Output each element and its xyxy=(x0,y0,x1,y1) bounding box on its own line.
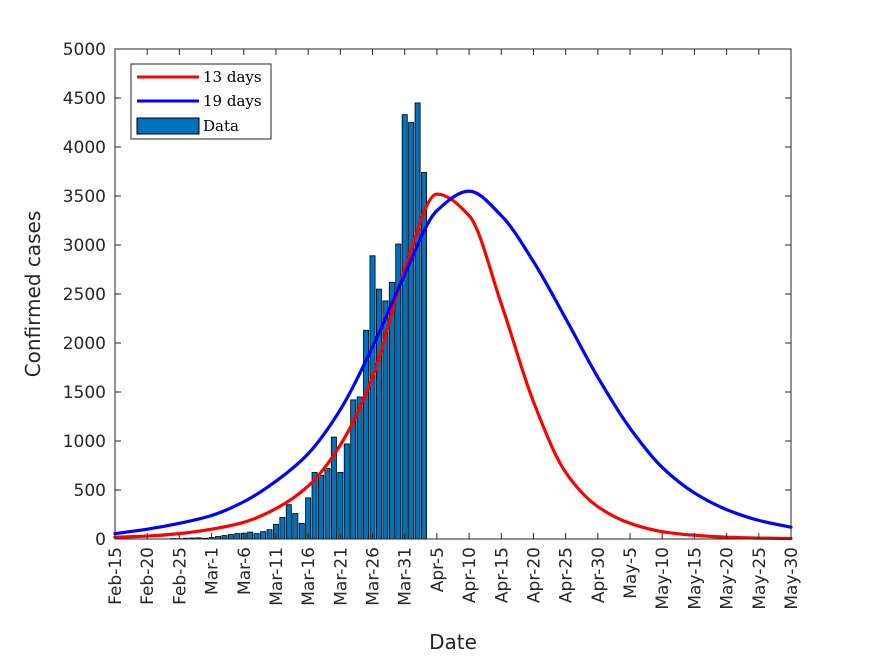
bar-2020-03-18 xyxy=(318,474,324,540)
bar-2020-03-08 xyxy=(253,533,260,540)
y-axis: 0 500 1000 1500 2000 2500 3000 3500 4000 4500 5000 xyxy=(63,40,791,550)
x-tick-label-Apr-25: Apr-25 xyxy=(557,547,577,603)
x-tick-label-Apr-20: Apr-20 xyxy=(524,547,544,603)
y-tick-label-2000: 2000 xyxy=(63,334,106,354)
x-tick-label-Apr-15: Apr-15 xyxy=(492,547,512,603)
x-tick-label-May-25: May-25 xyxy=(750,547,770,610)
bar-2020-03-03 xyxy=(221,535,228,540)
x-tick-label-May-15: May-15 xyxy=(685,547,705,610)
bar-2020-03-24 xyxy=(356,396,363,540)
y-tick-label-4000: 4000 xyxy=(63,138,106,158)
legend-label-19-days: 19 days xyxy=(203,92,262,110)
bar-2020-03-22 xyxy=(343,443,350,540)
bar-2020-03-16 xyxy=(305,497,312,540)
bar-2020-03-31 xyxy=(401,114,408,540)
y-tick-label-3000: 3000 xyxy=(63,236,106,256)
bar-2020-03-21 xyxy=(337,471,344,540)
x-tick-label-May-30: May-30 xyxy=(782,547,802,610)
y-axis-label: Confirmed cases xyxy=(21,211,45,378)
y-tick-label-5000: 5000 xyxy=(63,40,106,60)
x-tick-label-Mar-21: Mar-21 xyxy=(331,547,351,606)
x-tick-label-May-10: May-10 xyxy=(653,547,673,610)
bar-2020-03-10 xyxy=(266,529,273,540)
bar-2020-04-01 xyxy=(408,122,415,540)
curve-19-days xyxy=(113,189,793,536)
x-tick-label-May-5: May-5 xyxy=(621,547,641,599)
bar-2020-03-07 xyxy=(247,531,254,540)
x-tick-label-Mar-16: Mar-16 xyxy=(299,547,319,606)
y-tick-label-500: 500 xyxy=(74,481,106,501)
y-tick-label-0: 0 xyxy=(95,530,106,550)
bar-2020-03-04 xyxy=(227,534,234,540)
x-tick-label-Apr-10: Apr-10 xyxy=(460,547,480,603)
legend-swatch-data xyxy=(136,117,200,135)
x-tick-label-Mar-11: Mar-11 xyxy=(267,547,287,606)
bar-2020-04-02 xyxy=(414,102,421,540)
legend-label-data: Data xyxy=(203,117,239,135)
x-tick-label-Mar-26: Mar-26 xyxy=(364,547,384,606)
bar-2020-03-05 xyxy=(234,533,241,540)
bar-2020-03-13 xyxy=(285,504,292,540)
legend: 13 days 19 days Data xyxy=(130,63,272,140)
bar-2020-03-15 xyxy=(298,522,305,540)
y-tick-label-2500: 2500 xyxy=(63,285,106,305)
curve-13-days xyxy=(113,192,793,541)
bar-group xyxy=(169,102,428,540)
y-tick-label-3500: 3500 xyxy=(63,187,106,207)
x-tick-label-Mar-6: Mar-6 xyxy=(235,547,255,595)
x-tick-label-May-20: May-20 xyxy=(718,547,738,610)
x-tick-label-Feb-20: Feb-20 xyxy=(138,547,158,605)
bar-2020-03-12 xyxy=(279,517,286,540)
y-tick-label-4500: 4500 xyxy=(63,89,106,109)
y-tick-label-1000: 1000 xyxy=(63,432,106,452)
bar-2020-03-14 xyxy=(292,513,299,540)
bar-2020-03-19 xyxy=(324,468,331,540)
bar-2020-03-26 xyxy=(369,255,376,540)
y-tick-label-1500: 1500 xyxy=(63,383,106,403)
x-axis-label: Date xyxy=(429,630,477,654)
x-tick-label-Apr-5: Apr-5 xyxy=(428,547,448,592)
x-tick-label-Apr-30: Apr-30 xyxy=(589,547,609,603)
x-axis: Feb-15 Feb-20 Feb-25 Mar-1 Mar-6 Mar-11 Mar-16… xyxy=(106,49,802,610)
x-tick-label-Mar-1: Mar-1 xyxy=(203,547,223,595)
x-tick-label-Feb-25: Feb-25 xyxy=(170,547,190,605)
curve-group xyxy=(113,189,793,541)
x-tick-label-Mar-31: Mar-31 xyxy=(396,547,416,606)
bar-2020-03-09 xyxy=(260,531,267,540)
legend-label-13-days: 13 days xyxy=(203,68,262,86)
x-tick-label-Feb-15: Feb-15 xyxy=(106,547,126,605)
